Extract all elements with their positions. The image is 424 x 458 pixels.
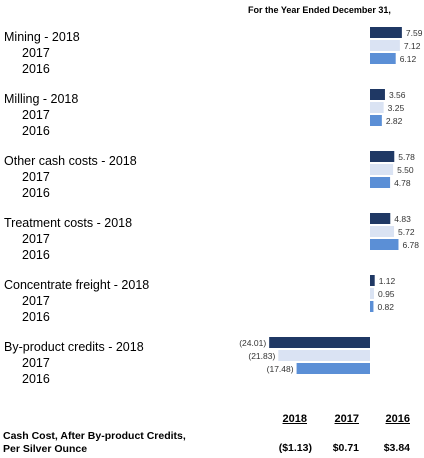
year-label: 2016 — [22, 248, 50, 262]
bar — [370, 164, 394, 175]
bar — [370, 89, 385, 100]
cash-cost-value-2018: ($1.13) — [278, 442, 312, 454]
bar — [296, 363, 370, 374]
category-label: Concentrate freight - 2018 — [4, 278, 150, 292]
category-label: By-product credits - 2018 — [4, 340, 144, 354]
bar-value-label: 2.82 — [386, 116, 403, 126]
bar — [370, 27, 402, 38]
bar — [370, 288, 374, 299]
bar — [370, 151, 395, 162]
cash-cost-label-line2: Per Silver Ounce — [3, 443, 88, 455]
bar — [370, 40, 400, 51]
bar — [370, 53, 396, 64]
cash-cost-label-line1: Cash Cost, After By-product Credits, — [3, 430, 186, 442]
year-label: 2016 — [22, 372, 50, 386]
year-label: 2017 — [22, 294, 50, 308]
bar-value-label: 6.78 — [402, 240, 419, 250]
year-label: 2017 — [22, 356, 50, 370]
bar-value-label: 1.12 — [379, 276, 396, 286]
bar-value-label: (21.83) — [248, 351, 275, 361]
bar — [370, 239, 399, 250]
bar-value-label: (17.48) — [267, 364, 294, 374]
year-label: 2017 — [22, 232, 50, 246]
bar-value-label: 4.78 — [394, 178, 411, 188]
bar-value-label: 5.78 — [398, 152, 415, 162]
bar — [269, 337, 370, 348]
bars-svg: 7.59 7.12 6.12 3.56 3.25 2.82 5.78 5.50 4.78 4.83… — [239, 27, 423, 374]
bar — [370, 115, 382, 126]
year-label: 2016 — [22, 124, 50, 138]
bar-value-label: 5.72 — [398, 227, 415, 237]
year-label: 2017 — [22, 170, 50, 184]
bar-value-label: 4.83 — [394, 214, 411, 224]
cash-cost-value-2017: $0.71 — [332, 442, 359, 454]
bar — [278, 350, 370, 361]
bar — [370, 177, 391, 188]
category-label: Mining - 2018 — [4, 30, 80, 44]
year-header-2018: 2018 — [282, 413, 307, 425]
bar-value-label: 0.82 — [377, 302, 394, 312]
year-label: 2016 — [22, 62, 50, 76]
bar-value-label: 7.59 — [406, 28, 423, 38]
bar — [370, 226, 395, 237]
bar-value-label: 3.56 — [389, 90, 406, 100]
bar-value-label: 7.12 — [404, 41, 421, 51]
bar-value-label: 6.12 — [400, 54, 417, 64]
category-label: Milling - 2018 — [4, 92, 79, 106]
bar — [370, 213, 391, 224]
bar-value-label: (24.01) — [239, 338, 266, 348]
chart-header: For the Year Ended December 31, — [248, 5, 391, 15]
year-label: 2016 — [22, 186, 50, 200]
category-label: Other cash costs - 2018 — [4, 154, 137, 168]
year-label: 2017 — [22, 46, 50, 60]
year-label: 2017 — [22, 108, 50, 122]
year-label: 2016 — [22, 310, 50, 324]
bar-value-label: 3.25 — [388, 103, 405, 113]
bar — [370, 275, 375, 286]
year-header-2016: 2016 — [385, 413, 410, 425]
bar-value-label: 5.50 — [397, 165, 414, 175]
bar-value-label: 0.95 — [378, 289, 395, 299]
bar — [370, 102, 384, 113]
bar — [370, 301, 374, 312]
cash-cost-value-2016: $3.84 — [383, 442, 410, 454]
category-label: Treatment costs - 2018 — [4, 216, 133, 230]
year-header-2017: 2017 — [334, 413, 359, 425]
